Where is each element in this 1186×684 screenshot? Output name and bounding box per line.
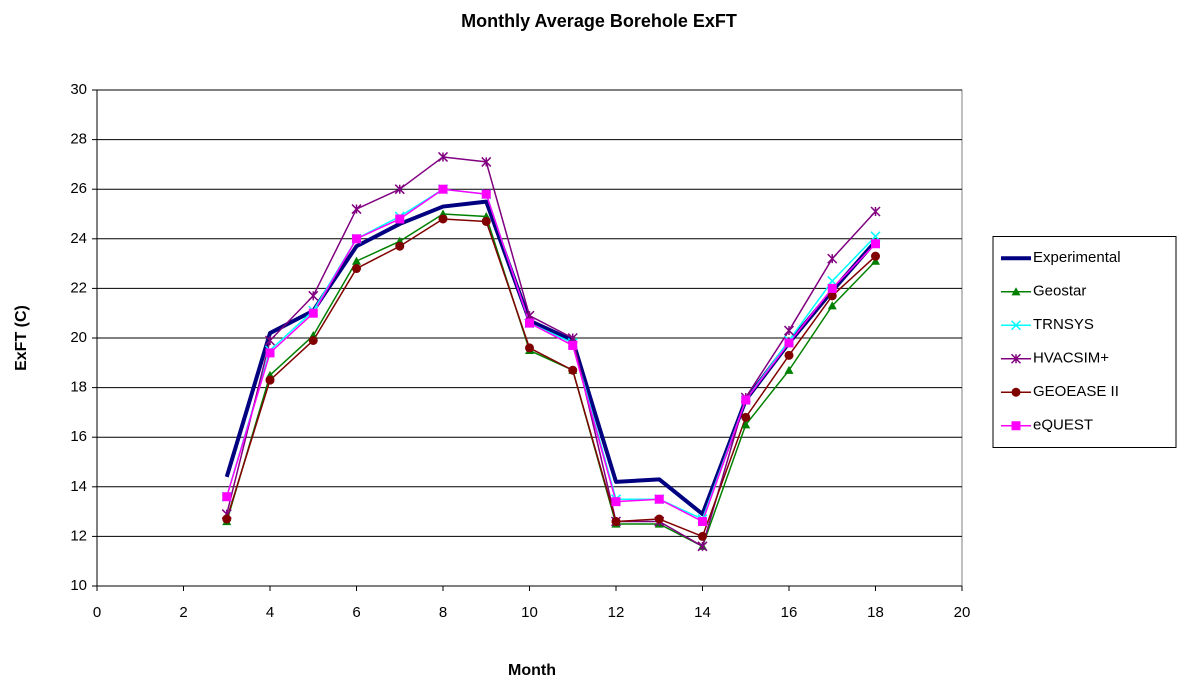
y-tick-label: 16: [70, 428, 87, 445]
x-tick-label: 12: [608, 604, 625, 621]
chart-title: Monthly Average Borehole ExFT: [461, 11, 737, 31]
marker: [308, 290, 319, 301]
y-tick-label: 26: [70, 180, 87, 197]
x-tick-label: 10: [521, 604, 538, 621]
marker: [1010, 320, 1022, 331]
marker: [568, 340, 578, 350]
y-tick-label: 10: [70, 577, 87, 594]
marker: [264, 335, 276, 346]
marker: [1011, 287, 1021, 296]
marker: [395, 241, 405, 251]
marker: [870, 206, 881, 217]
x-tick-label: 16: [781, 604, 798, 621]
marker: [611, 497, 621, 507]
marker: [481, 156, 492, 167]
marker: [611, 517, 621, 527]
marker: [784, 365, 794, 374]
marker: [827, 253, 838, 264]
marker: [438, 184, 448, 194]
marker: [308, 308, 318, 318]
marker: [827, 301, 837, 310]
marker: [437, 151, 449, 162]
x-tick-label: 6: [352, 604, 360, 621]
y-tick-label: 22: [70, 279, 87, 296]
marker: [222, 514, 232, 524]
marker: [784, 338, 794, 348]
y-tick-label: 20: [70, 329, 87, 346]
marker: [783, 325, 795, 336]
legend-label: GEOEASE II: [1033, 383, 1119, 400]
legend-label: Geostar: [1033, 283, 1086, 300]
x-tick-label: 8: [439, 604, 447, 621]
x-tick-label: 20: [954, 604, 971, 621]
y-tick-label: 14: [70, 478, 87, 495]
y-tick-label: 18: [70, 379, 87, 396]
marker: [698, 531, 707, 541]
marker: [352, 234, 361, 244]
marker: [352, 256, 361, 265]
marker: [525, 343, 534, 353]
y-tick-label: 30: [70, 81, 87, 98]
marker: [871, 239, 880, 249]
legend-label: HVACSIM+: [1033, 350, 1109, 367]
marker: [871, 256, 880, 265]
y-tick-label: 28: [70, 131, 87, 148]
marker: [395, 214, 405, 224]
marker: [741, 395, 751, 405]
marker: [481, 216, 491, 226]
y-tick-label: 12: [70, 527, 87, 544]
marker: [698, 517, 707, 527]
series-line: [226, 188, 877, 523]
marker: [1011, 421, 1021, 431]
marker: [222, 492, 232, 502]
marker: [697, 541, 708, 552]
marker: [1011, 387, 1021, 397]
marker: [265, 348, 275, 358]
marker: [654, 494, 664, 504]
series-line: [226, 213, 877, 548]
x-tick-label: 18: [867, 604, 884, 621]
legend-label: TRNSYS: [1033, 316, 1094, 333]
marker: [784, 350, 794, 360]
marker: [481, 189, 491, 199]
y-tick-label: 24: [70, 230, 87, 247]
marker: [352, 264, 361, 274]
marker: [568, 365, 578, 375]
marker: [265, 375, 275, 385]
y-axis-title: ExFT (C): [13, 305, 30, 371]
legend-label: Experimental: [1033, 249, 1121, 266]
legend-label: eQUEST: [1033, 417, 1093, 434]
marker: [308, 335, 318, 345]
marker: [1010, 353, 1022, 364]
marker: [827, 291, 837, 301]
marker: [654, 514, 664, 524]
marker: [394, 184, 405, 195]
marker: [871, 251, 880, 261]
series-line: [226, 156, 877, 548]
marker: [827, 283, 837, 293]
x-tick-label: 2: [179, 604, 187, 621]
marker: [438, 214, 448, 224]
legend-box: [992, 236, 1177, 448]
x-tick-label: 4: [266, 604, 274, 621]
marker: [741, 412, 751, 422]
marker: [351, 204, 362, 215]
series-line: [226, 218, 877, 538]
marker: [525, 318, 534, 328]
x-tick-label: 0: [93, 604, 101, 621]
x-tick-label: 14: [694, 604, 711, 621]
x-axis-title: Month: [508, 662, 556, 679]
marker: [741, 420, 751, 429]
